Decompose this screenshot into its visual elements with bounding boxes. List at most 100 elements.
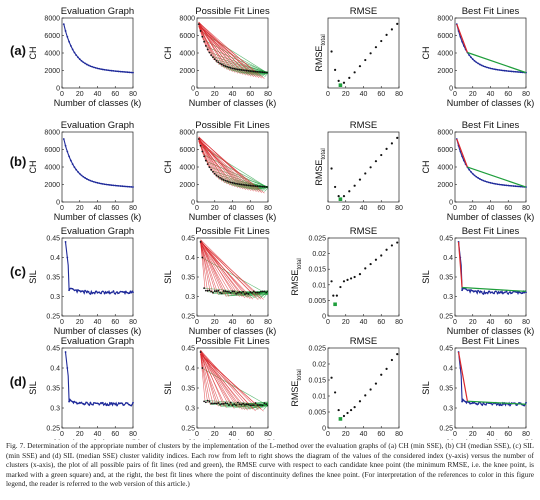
data-point xyxy=(236,68,239,71)
fit-line-red xyxy=(200,354,211,405)
data-point xyxy=(231,290,234,293)
data-point xyxy=(219,403,221,406)
rmse-point xyxy=(330,280,333,283)
rmse-point xyxy=(396,136,399,139)
y-axis-label: CH xyxy=(28,47,38,60)
data-point xyxy=(256,404,259,406)
x-tick-label: 20 xyxy=(469,91,477,98)
x-tick-label: 40 xyxy=(94,91,102,98)
x-tick-label: 40 xyxy=(360,319,368,326)
y-tick-label: 0.35 xyxy=(46,386,60,393)
data-point xyxy=(480,64,483,67)
data-point xyxy=(100,68,102,71)
y-tick-label: 0.25 xyxy=(439,426,453,433)
rmse-point xyxy=(385,248,388,251)
data-point xyxy=(252,184,255,187)
y-tick-label: 0 xyxy=(56,200,60,207)
panel-title: Best Fit Lines xyxy=(462,226,520,237)
data-point xyxy=(93,291,95,294)
data-point xyxy=(240,292,243,294)
data-point xyxy=(89,293,92,295)
x-axis-label: Number of classes (k) xyxy=(54,98,142,108)
data-point xyxy=(80,290,83,293)
y-tick-label: 4000 xyxy=(179,51,195,58)
fit-line-right xyxy=(467,400,527,405)
data-point xyxy=(94,66,97,69)
data-point xyxy=(235,404,237,407)
x-tick-label: 0 xyxy=(60,91,64,98)
data-point xyxy=(78,172,81,175)
data-point xyxy=(220,178,223,180)
data-point xyxy=(471,401,474,404)
x-tick-label: 20 xyxy=(76,431,84,438)
data-point xyxy=(229,401,232,404)
fit-line-red xyxy=(200,244,254,300)
data-point xyxy=(123,291,126,293)
data-point xyxy=(110,402,113,404)
data-point xyxy=(462,399,465,402)
fit-line-green xyxy=(264,187,268,192)
data-point xyxy=(461,40,463,43)
fit-line-red xyxy=(198,25,260,78)
data-point xyxy=(217,61,220,64)
data-point xyxy=(502,184,504,186)
data-point xyxy=(126,185,129,188)
panel-fit_lines-0: Possible Fit Lines 0 20 40 60 80 0 2000 4000 6000… xyxy=(163,6,276,108)
y-axis-label: SIL xyxy=(163,270,173,284)
data-point xyxy=(224,179,227,182)
data-point xyxy=(238,183,241,186)
fit-line-green xyxy=(213,59,268,73)
data-point xyxy=(254,70,257,73)
x-tick-label: 80 xyxy=(129,319,137,326)
data-point xyxy=(204,289,207,292)
fit-line-red xyxy=(200,243,230,297)
data-point xyxy=(114,184,117,187)
y-axis-label: RMSEtotal xyxy=(290,258,303,295)
rmse-point xyxy=(380,153,383,157)
data-point xyxy=(244,184,246,186)
data-point xyxy=(254,291,257,294)
data-point xyxy=(85,63,88,66)
x-axis-label: Number of classes (k) xyxy=(54,212,142,222)
fit-line-red xyxy=(198,138,217,178)
data-point xyxy=(507,184,510,187)
y-tick-label: 8000 xyxy=(437,130,453,137)
fit-line-red xyxy=(198,22,249,76)
data-point xyxy=(201,256,204,259)
fit-line-green xyxy=(264,72,268,78)
y-tick-label: 0.35 xyxy=(181,275,195,282)
data-point xyxy=(240,183,243,186)
data-point xyxy=(228,290,230,293)
data-point xyxy=(484,403,487,406)
data-point xyxy=(516,291,519,293)
y-tick-label: 0.02 xyxy=(312,362,326,369)
data-point xyxy=(496,403,499,406)
rmse-point xyxy=(349,408,353,412)
data-point xyxy=(263,185,266,188)
y-tick-label: 0.3 xyxy=(443,406,453,413)
panel-fit_lines-2: Possible Fit Lines 0 20 40 60 80 0.25 0.3 0.35 0.… xyxy=(163,226,276,336)
fit-lines-group xyxy=(197,21,268,79)
data-point xyxy=(204,159,207,162)
plot-frame xyxy=(327,131,400,203)
data-point xyxy=(267,404,268,407)
x-tick-label: 80 xyxy=(264,431,272,438)
data-point xyxy=(62,23,65,26)
plot-frame xyxy=(327,237,400,317)
data-point xyxy=(71,163,74,166)
x-tick-label: 0 xyxy=(453,319,457,326)
data-point xyxy=(84,177,86,179)
fit-line-red xyxy=(198,23,239,74)
data-point xyxy=(498,404,501,407)
data-point xyxy=(132,291,134,294)
data-point xyxy=(464,288,467,290)
data-point xyxy=(494,183,497,185)
fit-line-red xyxy=(200,354,264,412)
data-point xyxy=(117,70,120,73)
data-point xyxy=(119,290,122,293)
data-point xyxy=(500,69,503,72)
x-tick-label: 60 xyxy=(111,319,119,326)
data-point xyxy=(201,367,204,369)
x-tick-label: 60 xyxy=(246,431,254,438)
x-tick-label: 0 xyxy=(453,205,457,212)
